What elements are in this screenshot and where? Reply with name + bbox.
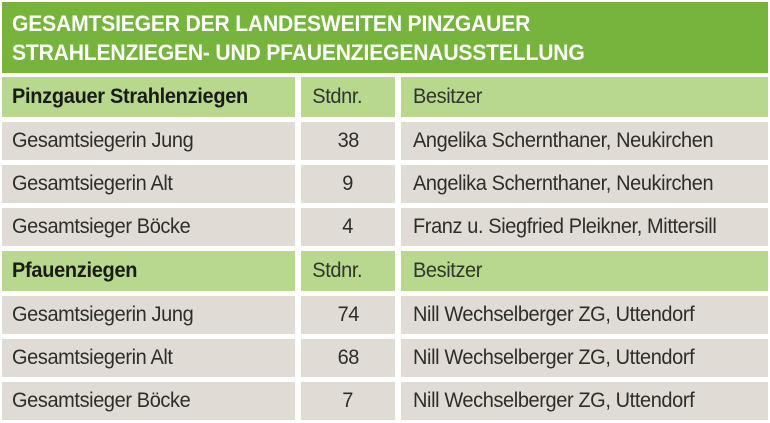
table-row: Gesamtsiegerin Alt 9 Angelika Schernthan… [2, 165, 768, 203]
besitzer-value: Angelika Schernthaner, Neukirchen [413, 172, 714, 195]
besitzer-header-label: Besitzer [413, 85, 483, 108]
stdnr-value: 9 [342, 172, 354, 195]
winner-title-cell: Gesamtsiegerin Alt [2, 339, 295, 377]
besitzer-value: Nill Wechselberger ZG, Uttendorf [413, 346, 695, 369]
besitzer-cell: Franz u. Siegfried Pleikner, Mittersill [401, 208, 768, 246]
table-row: Gesamtsiegerin Jung 74 Nill Wechselberge… [2, 296, 768, 334]
besitzer-cell: Angelika Schernthaner, Neukirchen [401, 122, 768, 160]
stdnr-value: 38 [337, 129, 359, 152]
section-category-cell: Pfauenziegen [2, 251, 295, 291]
winner-title-cell: Gesamtsiegerin Jung [2, 296, 295, 334]
besitzer-cell: Nill Wechselberger ZG, Uttendorf [401, 339, 768, 377]
stdnr-value: 68 [337, 346, 359, 369]
stdnr-header-label: Stdnr. [312, 85, 363, 108]
besitzer-cell: Angelika Schernthaner, Neukirchen [401, 165, 768, 203]
stdnr-cell: 7 [301, 382, 395, 420]
table-row: Gesamtsiegerin Jung 38 Angelika Schernth… [2, 122, 768, 160]
page-title-line-2: STRAHLENZIEGEN- UND PFAUENZIEGENAUSSTELL… [12, 40, 585, 65]
section-category-label: Pfauenziegen [12, 259, 138, 282]
winner-title: Gesamtsiegerin Jung [12, 303, 194, 326]
table-row: Gesamtsiegerin Alt 68 Nill Wechselberger… [2, 339, 768, 377]
besitzer-value: Angelika Schernthaner, Neukirchen [413, 129, 714, 152]
besitzer-header-label: Besitzer [413, 259, 483, 282]
section-header-row-strahlenziegen: Pinzgauer Strahlenziegen Stdnr. Besitzer [2, 77, 768, 117]
section-category-label: Pinzgauer Strahlenziegen [12, 85, 248, 108]
winner-title: Gesamtsiegerin Jung [12, 129, 194, 152]
winner-title: Gesamtsiegerin Alt [12, 172, 173, 195]
besitzer-value: Franz u. Siegfried Pleikner, Mittersill [413, 215, 717, 238]
table-row: Gesamtsieger Böcke 7 Nill Wechselberger … [2, 382, 768, 420]
page-title-line-1: GESAMTSIEGER DER LANDESWEITEN PINZGAUER [12, 11, 531, 36]
stdnr-header-label: Stdnr. [312, 259, 363, 282]
table-row: Gesamtsieger Böcke 4 Franz u. Siegfried … [2, 208, 768, 246]
title-band: GESAMTSIEGER DER LANDESWEITEN PINZGAUER … [2, 2, 768, 73]
stdnr-value: 7 [342, 389, 354, 412]
winner-title-cell: Gesamtsieger Böcke [2, 208, 295, 246]
winner-title: Gesamtsieger Böcke [12, 389, 191, 412]
section-category-cell: Pinzgauer Strahlenziegen [2, 77, 295, 117]
section-header-row-pfauenziegen: Pfauenziegen Stdnr. Besitzer [2, 251, 768, 291]
winner-title: Gesamtsieger Böcke [12, 215, 191, 238]
stdnr-value: 74 [337, 303, 359, 326]
stdnr-cell: 38 [301, 122, 395, 160]
besitzer-value: Nill Wechselberger ZG, Uttendorf [413, 303, 695, 326]
stdnr-cell: 9 [301, 165, 395, 203]
besitzer-cell: Nill Wechselberger ZG, Uttendorf [401, 296, 768, 334]
stdnr-value: 4 [342, 215, 354, 238]
winner-title-cell: Gesamtsiegerin Alt [2, 165, 295, 203]
stdnr-cell: 4 [301, 208, 395, 246]
winner-title-cell: Gesamtsieger Böcke [2, 382, 295, 420]
besitzer-value: Nill Wechselberger ZG, Uttendorf [413, 389, 695, 412]
stdnr-header-cell: Stdnr. [301, 251, 395, 291]
winner-title-cell: Gesamtsiegerin Jung [2, 122, 295, 160]
stdnr-cell: 68 [301, 339, 395, 377]
winner-title: Gesamtsiegerin Alt [12, 346, 173, 369]
stdnr-cell: 74 [301, 296, 395, 334]
stdnr-header-cell: Stdnr. [301, 77, 395, 117]
besitzer-cell: Nill Wechselberger ZG, Uttendorf [401, 382, 768, 420]
besitzer-header-cell: Besitzer [401, 251, 768, 291]
besitzer-header-cell: Besitzer [401, 77, 768, 117]
